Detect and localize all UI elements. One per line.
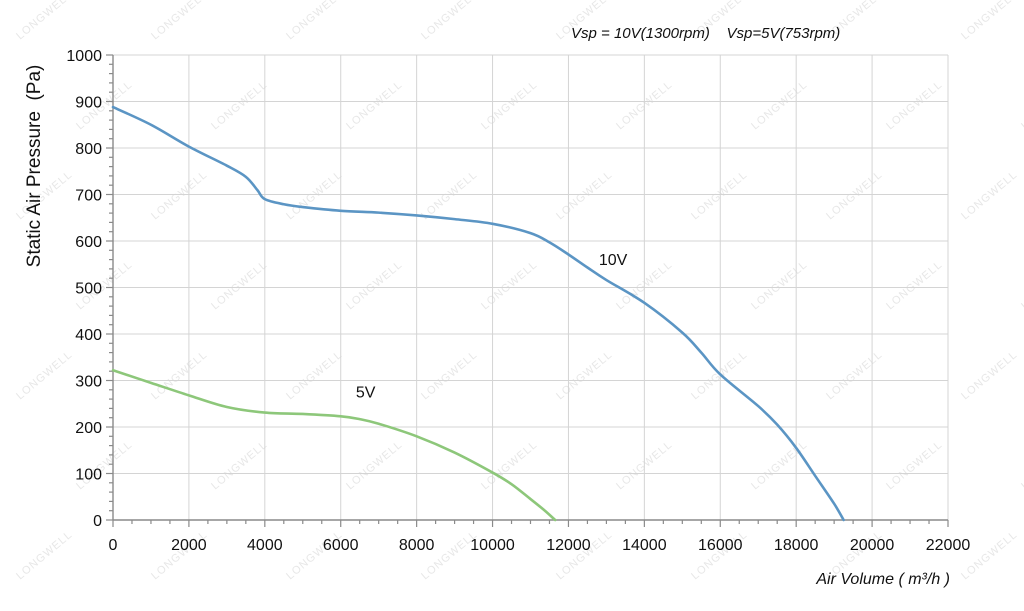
y-tick-label: 700 [75, 188, 102, 205]
watermark-text: LONGWELL [14, 529, 75, 583]
y-tick-label: 800 [75, 141, 102, 158]
watermark-text: LONGWELL [419, 169, 480, 223]
watermark-text: LONGWELL [344, 79, 405, 133]
watermark-text: LONGWELL [1019, 259, 1024, 313]
watermark-text: LONGWELL [884, 259, 945, 313]
x-tick-label: 8000 [399, 537, 435, 554]
watermark-text: LONGWELL [824, 169, 885, 223]
x-tick-label: 6000 [323, 537, 359, 554]
watermark-text: LONGWELL [419, 349, 480, 403]
series-layer [111, 105, 845, 522]
watermark-text: LONGWELL [749, 259, 810, 313]
watermark-text: LONGWELL [824, 349, 885, 403]
watermark-text: LONGWELL [149, 169, 210, 223]
x-tick-label: 4000 [247, 537, 283, 554]
watermark-text: LONGWELL [209, 259, 270, 313]
watermark-text: LONGWELL [1019, 79, 1024, 133]
x-tick-label: 20000 [850, 537, 895, 554]
watermark-text: LONGWELL [749, 439, 810, 493]
chart-header: Vsp = 10V(1300rpm) Vsp=5V(753rpm) [571, 25, 840, 42]
watermark-text: LONGWELL [149, 349, 210, 403]
x-axis-title: Air Volume ( m³/h ) [815, 571, 950, 588]
watermark-text: LONGWELL [209, 79, 270, 133]
y-tick-label: 900 [75, 95, 102, 112]
watermark-text: LONGWELL [284, 169, 345, 223]
x-tick-label: 2000 [171, 537, 207, 554]
y-tick-label: 200 [75, 420, 102, 437]
y-tick-label: 300 [75, 374, 102, 391]
y-axis-title: Static Air Pressure (Pa) [24, 65, 45, 268]
watermark-text: LONGWELL [14, 349, 75, 403]
watermark-text: LONGWELL [959, 349, 1020, 403]
watermark-text: LONGWELL [419, 0, 480, 42]
y-tick-label: 0 [93, 513, 102, 530]
watermark-text: LONGWELL [149, 0, 210, 42]
x-tick-label: 22000 [926, 537, 971, 554]
watermark-text: LONGWELL [959, 169, 1020, 223]
x-tick-label: 10000 [470, 537, 515, 554]
series-line-5v [111, 368, 557, 522]
watermark-text: LONGWELL [209, 439, 270, 493]
watermark-text: LONGWELL [554, 349, 615, 403]
watermark-text: LONGWELL [959, 0, 1020, 42]
y-tick-label: 1000 [66, 48, 102, 65]
watermark-text: LONGWELL [284, 0, 345, 42]
watermark-text: LONGWELL [749, 79, 810, 133]
watermark-text: LONGWELL [884, 439, 945, 493]
grid [113, 54, 949, 520]
y-tick-label: 500 [75, 281, 102, 298]
watermark-text: LONGWELL [479, 259, 540, 313]
watermark-text: LONGWELL [884, 79, 945, 133]
x-tick-label: 16000 [698, 537, 743, 554]
watermark-text: LONGWELL [554, 169, 615, 223]
series-label-10v: 10V [599, 252, 628, 269]
y-tick-label: 600 [75, 234, 102, 251]
watermark-text: LONGWELL [689, 169, 750, 223]
watermark-text: LONGWELL [74, 439, 135, 493]
watermark-text: LONGWELL [479, 79, 540, 133]
x-tick-label: 14000 [622, 537, 667, 554]
watermark-text: LONGWELL [14, 0, 75, 42]
labels-layer: Vsp = 10V(1300rpm) Vsp=5V(753rpm) Air Vo… [24, 25, 950, 588]
y-tick-label: 400 [75, 327, 102, 344]
series-line-10v [111, 105, 845, 522]
watermark-text: LONGWELL [344, 439, 405, 493]
watermark-text: LONGWELL [1019, 439, 1024, 493]
y-tick-label: 100 [75, 467, 102, 484]
axes: 0 2000 4000 6000 8000 10000 12000 14000 16000 180… [66, 48, 970, 554]
watermark-text: LONGWELL [344, 259, 405, 313]
x-tick-label: 12000 [546, 537, 591, 554]
series-label-5v: 5V [356, 385, 376, 402]
watermark-text: LONGWELL [284, 349, 345, 403]
x-tick-label: 0 [109, 537, 118, 554]
x-tick-label: 18000 [774, 537, 819, 554]
